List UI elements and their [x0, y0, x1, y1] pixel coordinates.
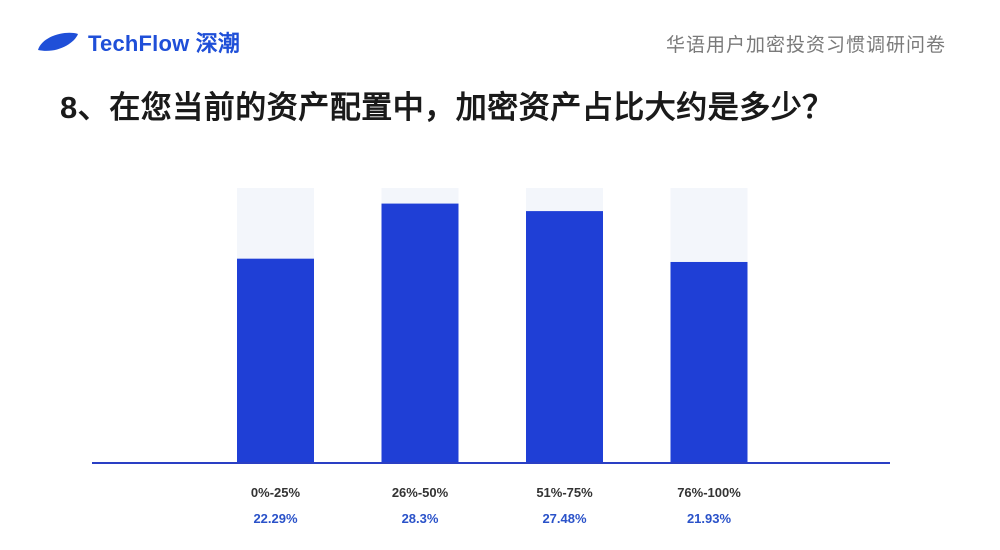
bar-3 [526, 211, 603, 463]
question-heading: 8、在您当前的资产配置中，加密资产占比大约是多少？ [60, 82, 834, 127]
value-label: 27.48% [542, 511, 587, 526]
techflow-logo-icon [38, 32, 78, 51]
bar-4 [670, 261, 748, 463]
category-label: 51%-75% [536, 485, 593, 500]
category-label: 26%-50% [392, 485, 449, 500]
category-label: 0%-25% [251, 485, 301, 500]
bar-2 [381, 203, 459, 464]
question-text: 在您当前的资产配置中，加密资产占比大约是多少？ [109, 90, 834, 126]
value-label: 22.29% [253, 511, 298, 526]
value-label: 28.3% [402, 511, 439, 526]
value-label: 21.93% [687, 511, 732, 526]
bar-1 [237, 258, 314, 463]
brand-name: TechFlow 深潮 [88, 31, 241, 56]
survey-title: 华语用户加密投资习惯调研问卷 [665, 34, 946, 56]
brand-logo: TechFlow 深潮 [36, 26, 240, 58]
question-number: 8、 [60, 90, 110, 125]
category-label: 76%-100% [677, 485, 741, 500]
